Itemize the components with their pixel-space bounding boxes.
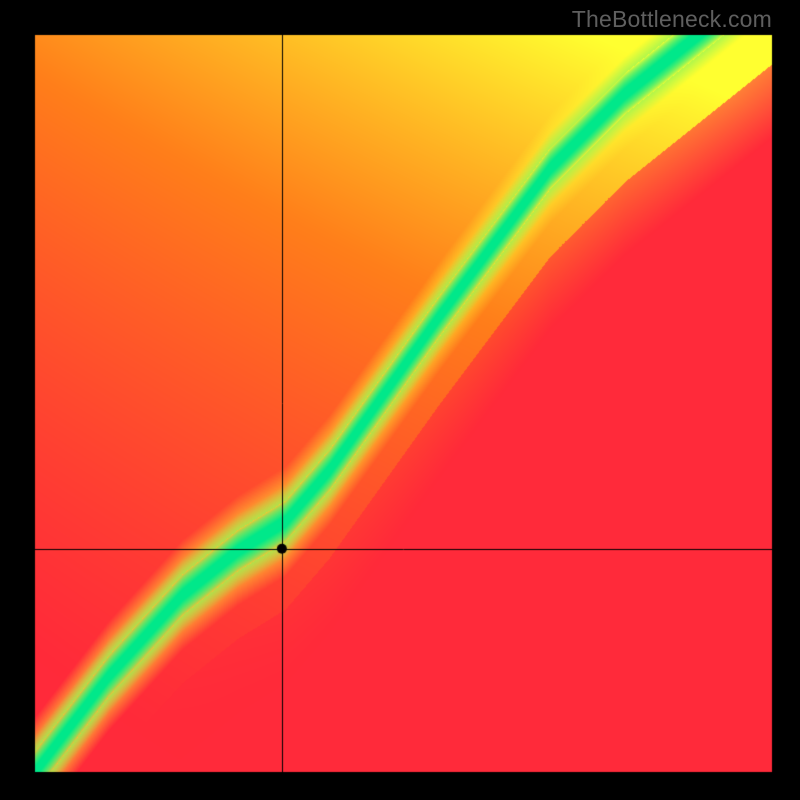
chart-container: TheBottleneck.com: [0, 0, 800, 800]
bottleneck-heatmap: [0, 0, 800, 800]
watermark-text: TheBottleneck.com: [572, 6, 772, 33]
